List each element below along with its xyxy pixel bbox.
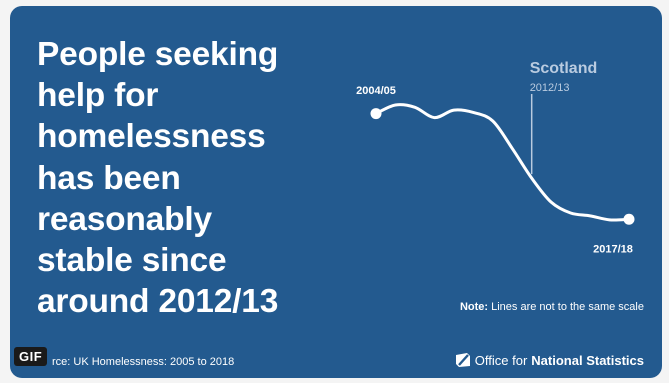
headline-line: help for: [37, 77, 159, 115]
brand-prefix: Office for: [474, 352, 528, 368]
ons-logo-icon: [455, 353, 470, 367]
line-chart: 2004/05 2017/18 Scotland 2012/13: [356, 60, 635, 255]
end-point: [623, 213, 635, 225]
series-label: Scotland: [530, 60, 598, 77]
ons-brand: Office for National Statistics: [455, 352, 644, 368]
source-text: rce: UK Homelessness: 2005 to 2018: [52, 356, 235, 368]
end-label: 2017/18: [593, 243, 633, 255]
brand-bold: National Statistics: [531, 352, 644, 368]
headline-line: People seeking: [37, 36, 279, 73]
headline-line: stable since: [37, 242, 227, 280]
scale-note: Note: Lines are not to the same scale: [460, 301, 644, 313]
note-label: Note:: [459, 301, 489, 313]
headline-line: homelessness: [37, 118, 266, 156]
marker-label: 2012/13: [530, 82, 570, 94]
headline-line: has been: [37, 159, 181, 197]
headline-line: around 2012/13: [37, 283, 279, 321]
note-text: Lines are not to the same scale: [488, 301, 644, 313]
series-line-scotland: [374, 103, 631, 222]
headline-line: reasonably: [37, 200, 212, 238]
start-label: 2004/05: [356, 85, 396, 97]
start-point: [370, 108, 382, 120]
headline: People seeking help for homelessness has…: [37, 34, 278, 322]
gif-badge: GIF: [14, 347, 48, 366]
infographic-card: People seeking help for homelessness has…: [10, 6, 662, 378]
